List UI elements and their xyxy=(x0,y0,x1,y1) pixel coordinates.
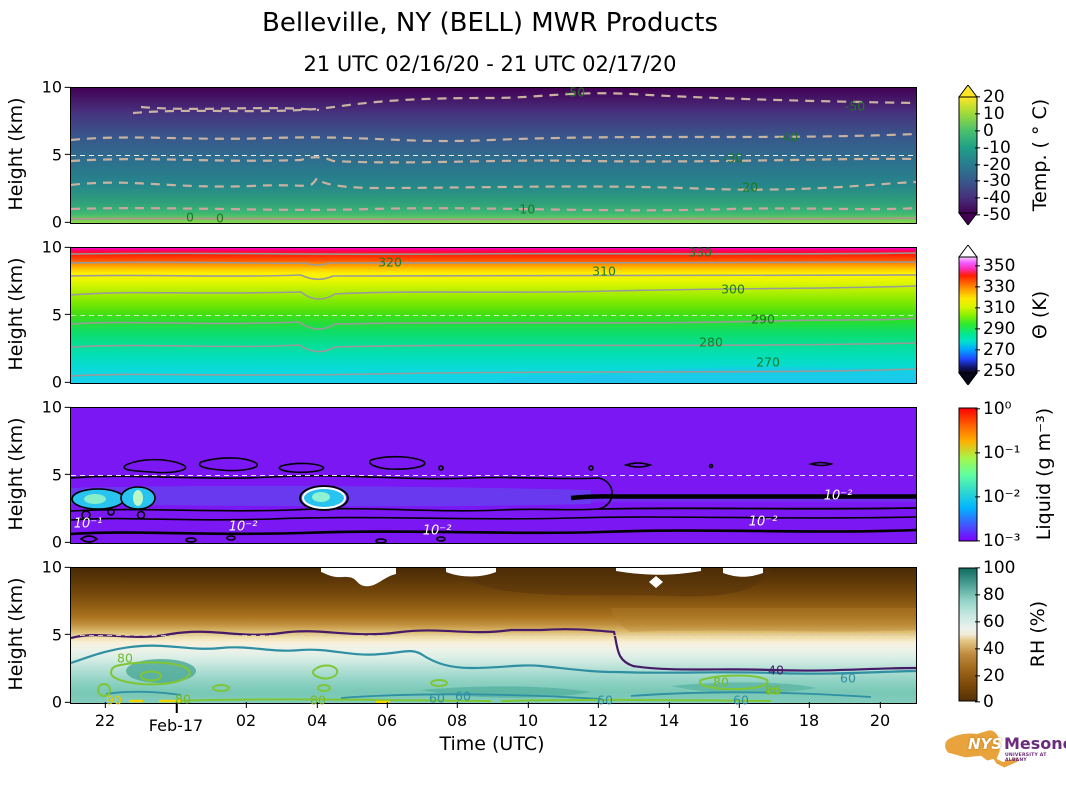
colorbar-theta xyxy=(958,245,978,385)
time-axis-label: Time (UTC) xyxy=(439,733,545,755)
colorbar-tick-label: 100 xyxy=(983,558,1016,578)
y-tick-label: 0 xyxy=(51,692,62,712)
x-tick-label: 20 xyxy=(869,702,891,730)
y-tick-label: 10 xyxy=(41,397,62,417)
theta-heatmap xyxy=(71,248,916,383)
colorbar-temperature xyxy=(958,85,978,225)
x-tick-label: 02 xyxy=(235,702,257,730)
colorbar-tick-label: 80 xyxy=(983,585,1005,605)
x-tick-label: 14 xyxy=(658,702,680,730)
colorbar-tick-label: 290 xyxy=(983,319,1016,339)
x-tick-label: 06 xyxy=(376,702,398,730)
colorbar-tick-label: 20 xyxy=(983,666,1005,686)
height-axis-label-2: Height (km) xyxy=(5,257,27,371)
colorbar-label-liquid: Liquid (g m⁻³) xyxy=(1033,407,1055,541)
colorbar-tick-label: 10⁻³ xyxy=(983,531,1021,551)
liquid-heatmap xyxy=(71,408,916,543)
logo-nys-text: NYS xyxy=(968,735,1003,753)
colorbar-tick-label: 10⁰ xyxy=(983,399,1012,419)
page-subtitle: 21 UTC 02/16/20 - 21 UTC 02/17/20 xyxy=(303,52,677,76)
x-tick-label: 16 xyxy=(728,702,750,730)
colorbar-tick-label: 60 xyxy=(983,612,1005,632)
height-axis-label-1: Height (km) xyxy=(5,97,27,211)
panel-temperature xyxy=(70,87,917,224)
height-axis-label-3: Height (km) xyxy=(5,417,27,531)
y-tick-label: 0 xyxy=(51,212,62,232)
height-axis-label-4: Height (km) xyxy=(5,577,27,691)
colorbar-tick-label: 250 xyxy=(983,361,1016,381)
x-tick-label: Feb-17 xyxy=(148,702,204,735)
panel-rh xyxy=(70,567,917,704)
colorbar-tick-label: 270 xyxy=(983,340,1016,360)
x-tick-label: 10 xyxy=(517,702,539,730)
colorbar-tick-label: 310 xyxy=(983,298,1016,318)
colorbar-label-theta: Θ (K) xyxy=(1029,290,1051,340)
colorbar-label-temperature: Temp. ( ° C) xyxy=(1029,98,1051,212)
colorbar-rh xyxy=(958,567,978,702)
page-title: Belleville, NY (BELL) MWR Products xyxy=(262,8,718,38)
colorbar-tick-label: -10 xyxy=(983,138,1011,158)
colorbar-label-rh: RH (%) xyxy=(1027,600,1049,668)
colorbar-tick-label: -30 xyxy=(983,171,1011,191)
panel-liquid xyxy=(70,407,917,544)
colorbar-tick-label: 20 xyxy=(983,87,1005,107)
y-tick-label: 0 xyxy=(51,532,62,552)
ny-state-icon xyxy=(945,730,1019,768)
colorbar-tick-label: 40 xyxy=(983,639,1005,659)
logo-mesonet-text: Mesonet xyxy=(1004,734,1066,753)
y-tick-label: 0 xyxy=(51,372,62,392)
x-tick-label: 04 xyxy=(306,702,328,730)
colorbar-tick-label: 10 xyxy=(983,104,1005,124)
x-tick-label: 22 xyxy=(94,702,116,730)
colorbar-tick-label: 350 xyxy=(983,256,1016,276)
colorbar-tick-label: 330 xyxy=(983,277,1016,297)
panel-theta xyxy=(70,247,917,384)
colorbar-tick-label: -40 xyxy=(983,188,1011,208)
y-tick-label: 10 xyxy=(41,77,62,97)
y-tick-label: 5 xyxy=(51,625,62,644)
colorbar-tick-label: 0 xyxy=(983,121,994,141)
y-tick-label: 10 xyxy=(41,557,62,577)
logo-university-text: UNIVERSITY AT ALBANY xyxy=(1005,753,1047,763)
y-tick-label: 5 xyxy=(51,305,62,324)
colorbar-tick-label: -50 xyxy=(983,205,1011,225)
colorbar-liquid xyxy=(958,407,978,542)
nys-mesonet-logo: NYS Mesonet UNIVERSITY AT ALBANY xyxy=(942,722,1066,786)
colorbar-tick-label: 10⁻¹ xyxy=(983,443,1021,463)
x-tick-label: 08 xyxy=(446,702,468,730)
x-tick-label: 12 xyxy=(587,702,609,730)
colorbar-tick-label: -20 xyxy=(983,155,1011,175)
temperature-heatmap xyxy=(71,88,916,223)
colorbar-tick-label: 0 xyxy=(983,692,994,712)
rh-heatmap xyxy=(71,568,916,703)
y-tick-label: 10 xyxy=(41,237,62,257)
y-tick-label: 5 xyxy=(51,465,62,484)
y-tick-label: 5 xyxy=(51,145,62,164)
colorbar-tick-label: 10⁻² xyxy=(983,487,1021,507)
x-tick-label: 18 xyxy=(798,702,820,730)
